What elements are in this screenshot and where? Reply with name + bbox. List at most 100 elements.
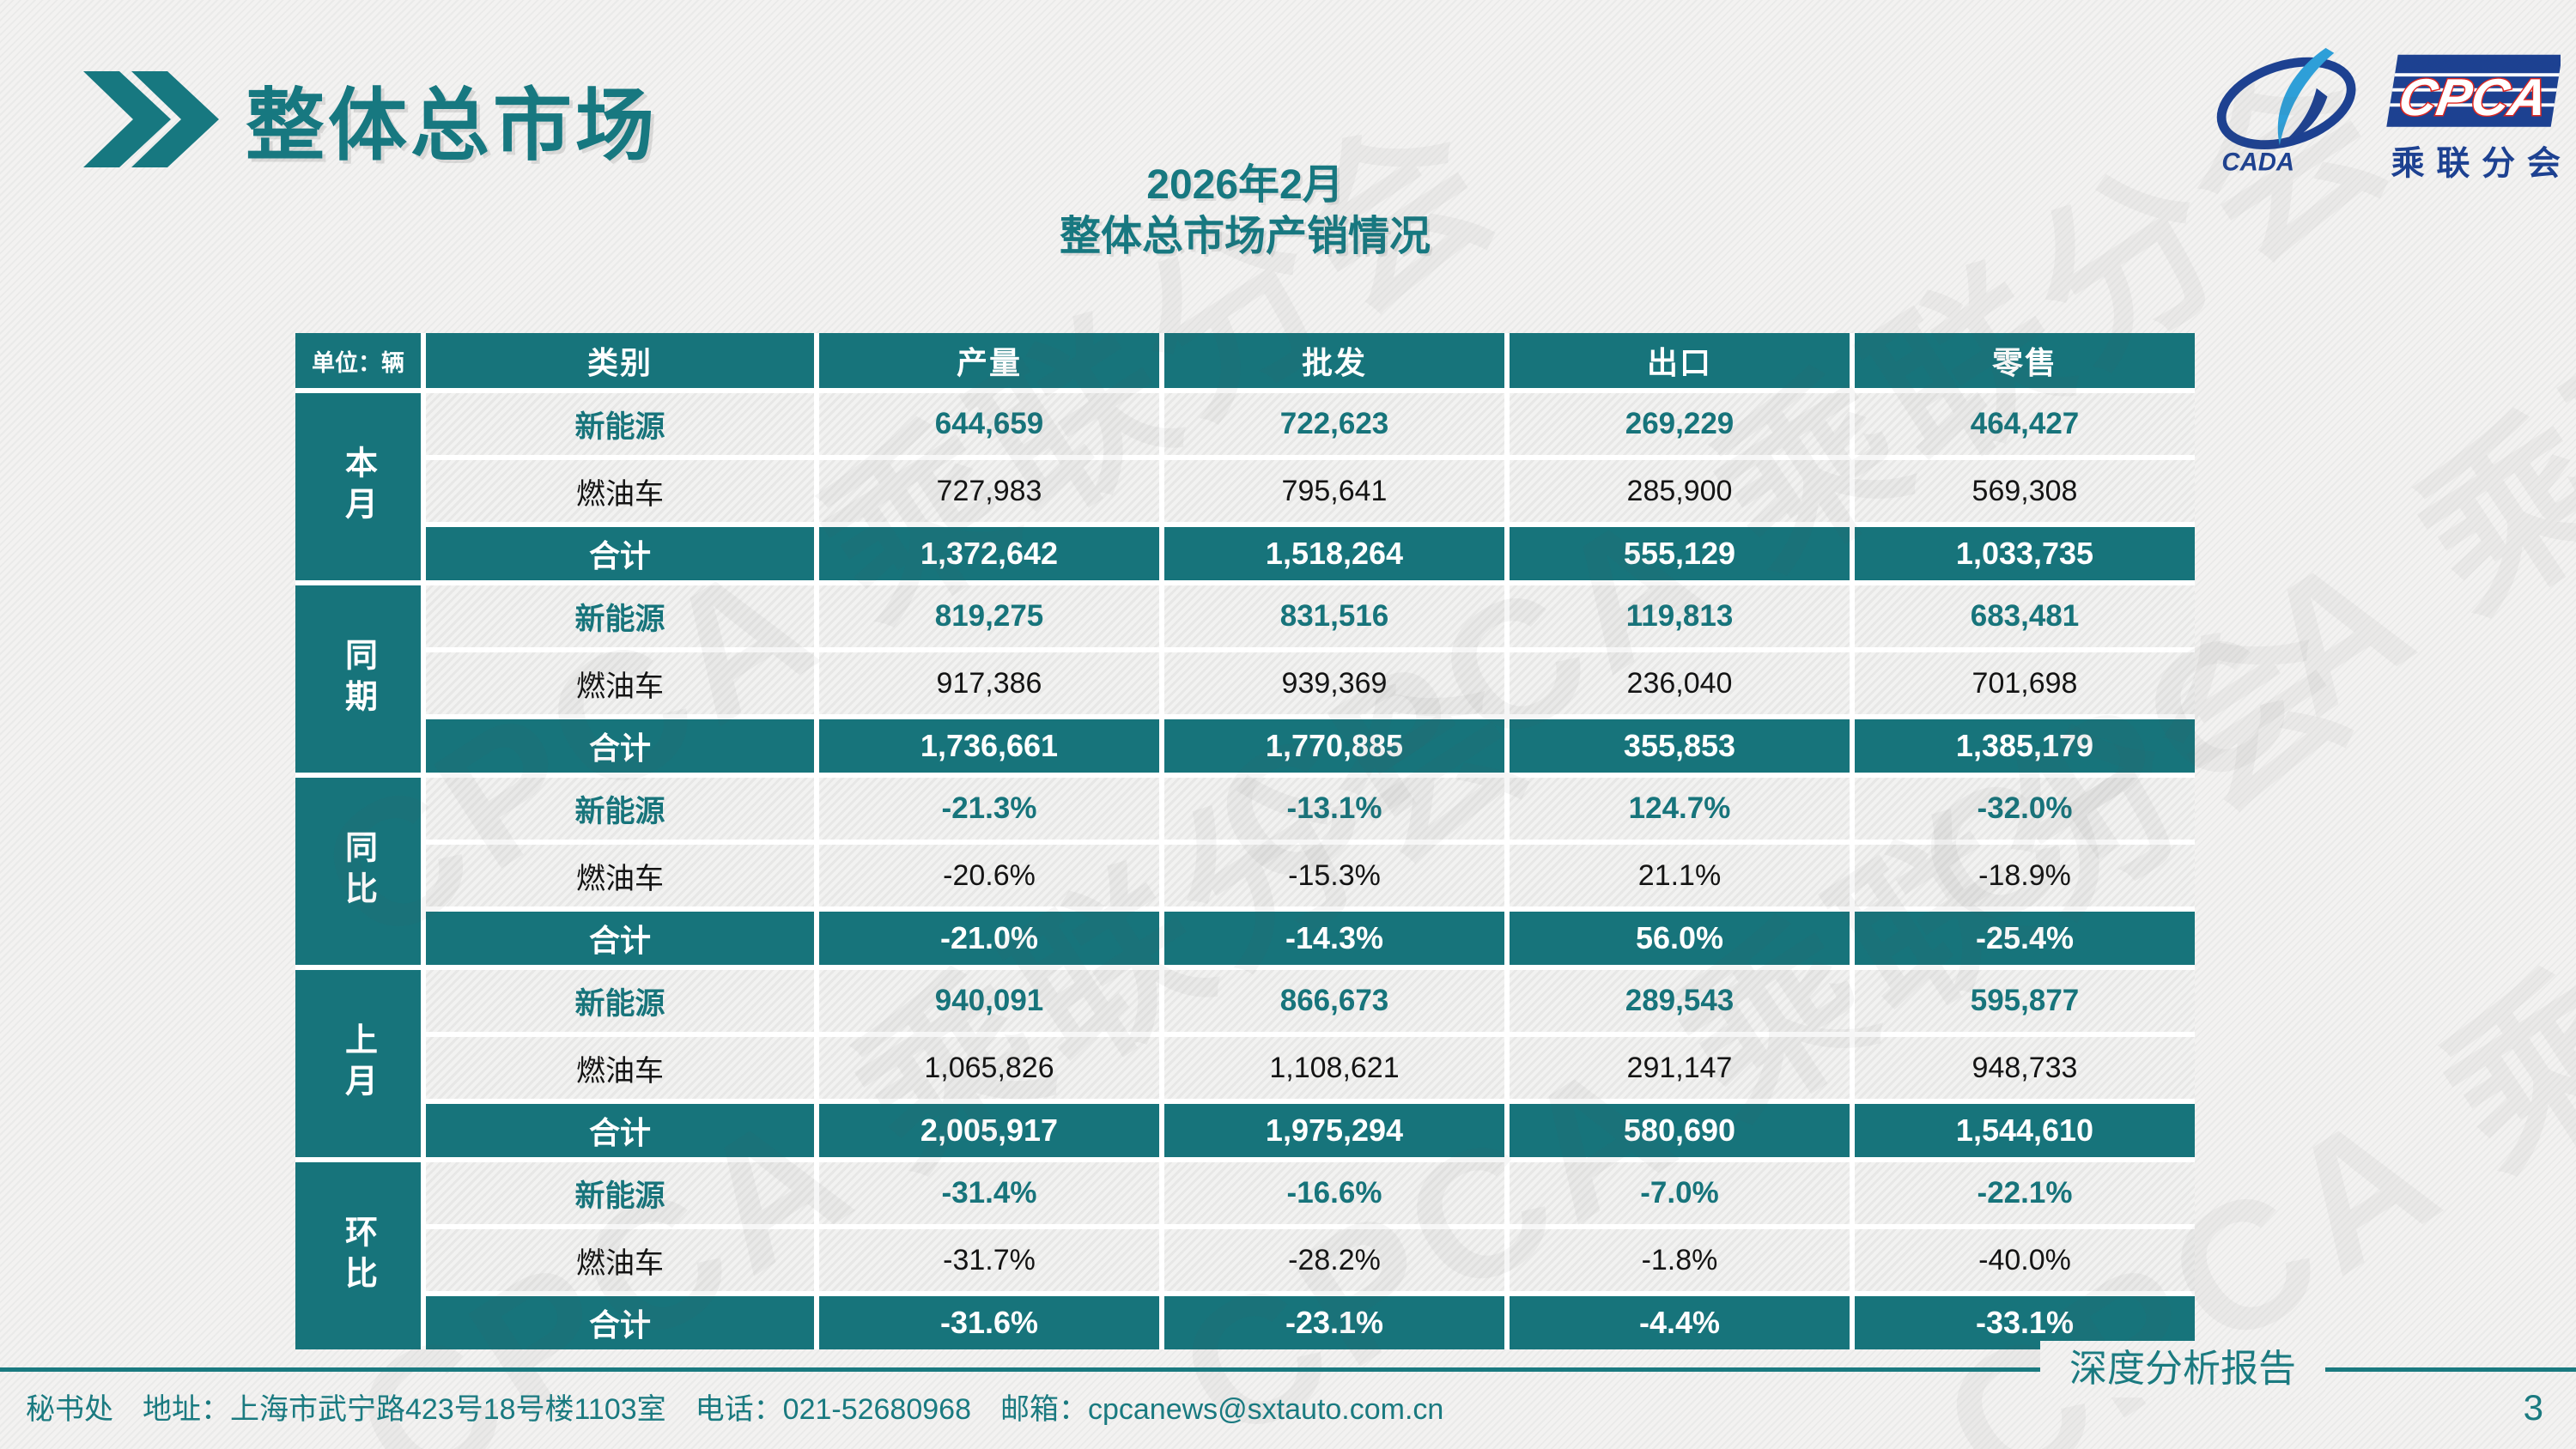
total-value-cell-export: -4.4% [1510, 1296, 1850, 1349]
cpca-logo: CADA CPCA 乘联分会 [2216, 47, 2561, 182]
category-cell-total: 合计 [426, 1104, 814, 1157]
value-cell-retail: 569,308 [1855, 460, 2195, 522]
category-cell-total: 合计 [426, 1296, 814, 1349]
total-value-cell-production: 2,005,917 [819, 1104, 1159, 1157]
category-cell: 新能源 [426, 393, 814, 455]
value-cell-production: 1,065,826 [819, 1037, 1159, 1099]
row-group-label: 上月 [295, 970, 421, 1157]
category-cell-total: 合计 [426, 719, 814, 773]
cada-text: CADA [2221, 148, 2294, 176]
table-title-line1: 2026年2月 [1146, 162, 1344, 208]
total-value-cell-wholesale: 1,770,885 [1164, 719, 1504, 773]
total-value-cell-retail: -25.4% [1855, 912, 2195, 965]
column-header-production: 产量 [819, 333, 1159, 388]
slide-header: 整体总市场 [76, 62, 658, 176]
row-group-label: 环比 [295, 1162, 421, 1349]
page-title: 整体总市场 [246, 82, 659, 170]
category-cell: 燃油车 [426, 460, 814, 522]
value-cell-export: 236,040 [1510, 652, 1850, 714]
total-value-cell-wholesale: -14.3% [1164, 912, 1504, 965]
row-group-label: 同期 [295, 585, 421, 773]
value-cell-export: 21.1% [1510, 845, 1850, 906]
value-cell-export: -1.8% [1510, 1229, 1850, 1291]
column-header-wholesale: 批发 [1164, 333, 1504, 388]
value-cell-production: -21.3% [819, 778, 1159, 840]
production-sales-table: 单位：辆 类别 产量 批发 出口 零售 本月 新能源 644,659 722,623 269,229… [295, 333, 2195, 1349]
table-title: 2026年2月 整体总市场产销情况 [295, 160, 2195, 263]
double-chevron-icon [83, 70, 219, 167]
cpca-text: CPCA [2395, 68, 2551, 126]
total-value-cell-export: 56.0% [1510, 912, 1850, 965]
category-cell: 新能源 [426, 1162, 814, 1224]
total-value-cell-retail: 1,033,735 [1855, 527, 2195, 580]
category-cell: 燃油车 [426, 1229, 814, 1291]
row-group-label: 同比 [295, 778, 421, 965]
value-cell-wholesale: -28.2% [1164, 1229, 1504, 1291]
category-cell: 新能源 [426, 585, 814, 647]
total-value-cell-export: 355,853 [1510, 719, 1850, 773]
value-cell-retail: 683,481 [1855, 585, 2195, 647]
column-header-category: 类别 [426, 333, 814, 388]
value-cell-wholesale: 1,108,621 [1164, 1037, 1504, 1099]
page-number: 3 [2523, 1387, 2543, 1428]
value-cell-retail: 595,877 [1855, 970, 2195, 1032]
footer-contact: 秘书处 地址：上海市武宁路423号18号楼1103室 电话：021-526809… [26, 1393, 1444, 1426]
category-cell: 燃油车 [426, 845, 814, 906]
value-cell-retail: -22.1% [1855, 1162, 2195, 1224]
total-value-cell-wholesale: 1,518,264 [1164, 527, 1504, 580]
value-cell-production: -31.4% [819, 1162, 1159, 1224]
value-cell-production: 917,386 [819, 652, 1159, 714]
row-group-label: 本月 [295, 393, 421, 580]
column-header-retail: 零售 [1855, 333, 2195, 388]
category-cell: 燃油车 [426, 652, 814, 714]
value-cell-retail: 701,698 [1855, 652, 2195, 714]
category-cell: 新能源 [426, 778, 814, 840]
total-value-cell-export: 580,690 [1510, 1104, 1850, 1157]
value-cell-retail: 464,427 [1855, 393, 2195, 455]
cpca-subtitle-text: 乘联分会 [2391, 145, 2561, 182]
value-cell-wholesale: -16.6% [1164, 1162, 1504, 1224]
value-cell-export: 291,147 [1510, 1037, 1850, 1099]
value-cell-export: -7.0% [1510, 1162, 1850, 1224]
value-cell-production: 644,659 [819, 393, 1159, 455]
value-cell-retail: -18.9% [1855, 845, 2195, 906]
value-cell-export: 124.7% [1510, 778, 1850, 840]
total-value-cell-wholesale: -23.1% [1164, 1296, 1504, 1349]
value-cell-export: 289,543 [1510, 970, 1850, 1032]
category-cell-total: 合计 [426, 912, 814, 965]
total-value-cell-retail: 1,385,179 [1855, 719, 2195, 773]
value-cell-export: 269,229 [1510, 393, 1850, 455]
table-title-line2: 整体总市场产销情况 [1059, 214, 1431, 259]
total-value-cell-export: 555,129 [1510, 527, 1850, 580]
total-value-cell-retail: 1,544,610 [1855, 1104, 2195, 1157]
total-value-cell-production: -21.0% [819, 912, 1159, 965]
value-cell-wholesale: 831,516 [1164, 585, 1504, 647]
cpca-banner: CPCA [2386, 54, 2561, 127]
unit-label: 单位：辆 [295, 333, 421, 388]
value-cell-export: 119,813 [1510, 585, 1850, 647]
value-cell-wholesale: 939,369 [1164, 652, 1504, 714]
value-cell-retail: -40.0% [1855, 1229, 2195, 1291]
category-cell: 新能源 [426, 970, 814, 1032]
value-cell-export: 285,900 [1510, 460, 1850, 522]
value-cell-retail: -32.0% [1855, 778, 2195, 840]
value-cell-wholesale: 866,673 [1164, 970, 1504, 1032]
value-cell-wholesale: -13.1% [1164, 778, 1504, 840]
report-type-label: 深度分析报告 [2040, 1341, 2325, 1397]
value-cell-production: 819,275 [819, 585, 1159, 647]
category-cell: 燃油车 [426, 1037, 814, 1099]
value-cell-retail: 948,733 [1855, 1037, 2195, 1099]
footer-divider [0, 1367, 2576, 1372]
total-value-cell-production: 1,736,661 [819, 719, 1159, 773]
value-cell-wholesale: -15.3% [1164, 845, 1504, 906]
total-value-cell-production: -31.6% [819, 1296, 1159, 1349]
category-cell-total: 合计 [426, 527, 814, 580]
value-cell-production: -20.6% [819, 845, 1159, 906]
value-cell-production: 940,091 [819, 970, 1159, 1032]
value-cell-wholesale: 722,623 [1164, 393, 1504, 455]
value-cell-wholesale: 795,641 [1164, 460, 1504, 522]
column-header-export: 出口 [1510, 333, 1850, 388]
total-value-cell-wholesale: 1,975,294 [1164, 1104, 1504, 1157]
value-cell-production: 727,983 [819, 460, 1159, 522]
